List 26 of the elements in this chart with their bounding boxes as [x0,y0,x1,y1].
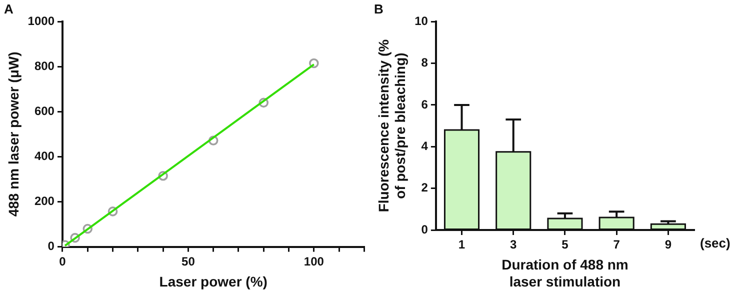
y-tick-label: 200 [34,194,55,208]
y-tick-label: 4 [421,138,428,153]
x-tick-label: 3 [510,238,518,252]
y-tick-label: 0 [421,222,428,236]
x-tick-label: 9 [664,238,672,252]
x-tick-label: 5 [562,238,569,252]
y-axis-title: Fluorescence intensity (% of post/pre bleaching) [375,38,408,212]
x-axis-title: Duration of 488 nm laser stimulation [502,256,628,290]
y-tick-label: 6 [421,97,428,112]
y-tick-label: 10 [414,14,428,28]
y-tick-label: 400 [34,149,55,164]
x-tick-label: 1 [458,238,466,252]
x-tick-label: 50 [182,254,196,268]
chart-title: A [4,1,14,16]
y-tick-label: 8 [421,56,428,70]
x-axis-title: Laser power (%) [159,273,268,290]
chart-title: B [374,1,384,16]
y-tick-label: 1000 [28,14,55,28]
text: (sec) [700,236,730,251]
y-axis-title: 488 nm laser power (μW) [5,52,22,217]
x-tick-label: 0 [59,254,66,268]
x-tick-label: 7 [613,238,620,252]
x-tick-label: 100 [304,254,324,268]
y-tick-label: 2 [421,180,428,195]
y-tick-label: 800 [34,58,55,73]
y-tick-label: 600 [34,104,55,118]
